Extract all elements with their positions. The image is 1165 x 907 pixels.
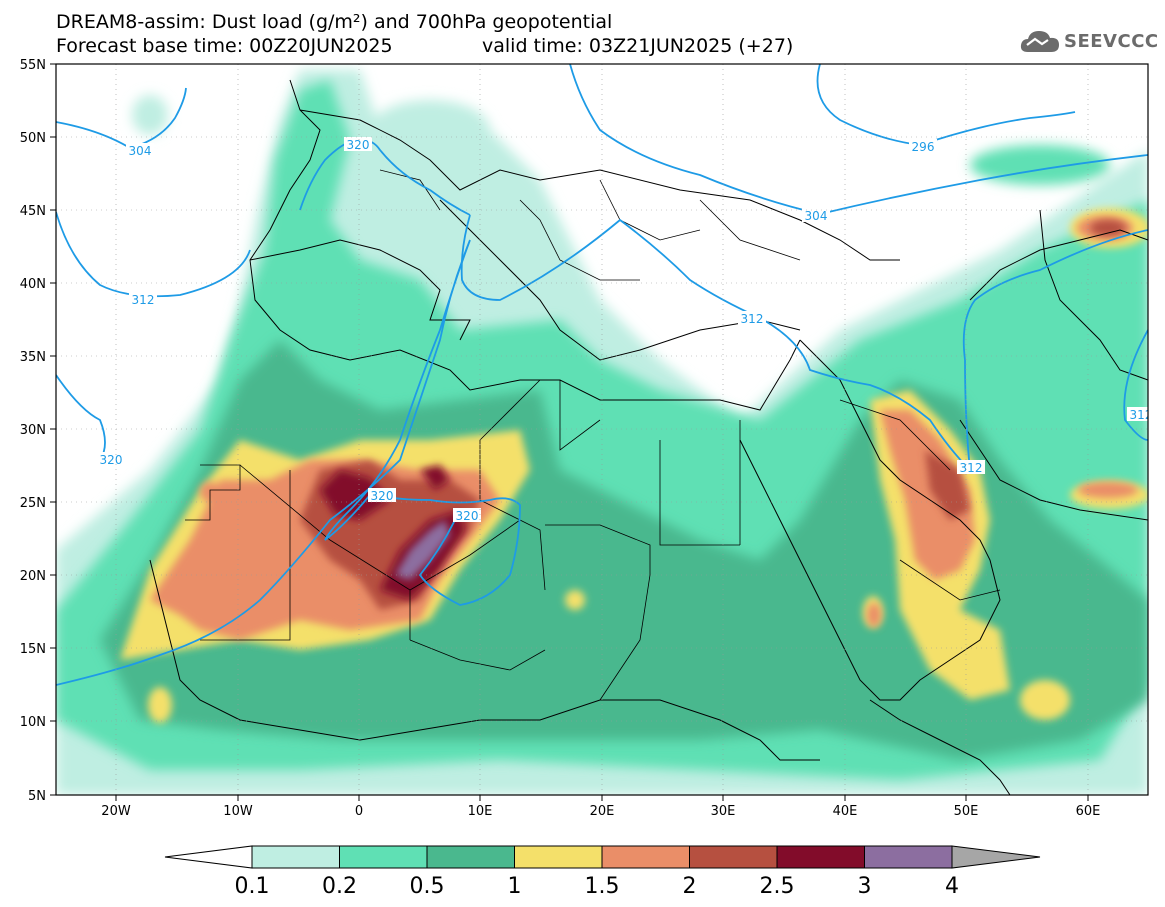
colorbar-tick: 0.2 bbox=[322, 874, 357, 899]
lat-label: 50N bbox=[20, 131, 46, 146]
svg-text:320: 320 bbox=[456, 509, 479, 523]
lon-label: 20W bbox=[101, 804, 131, 819]
svg-text:312: 312 bbox=[960, 461, 983, 475]
colorbar-tick: 1 bbox=[508, 874, 522, 899]
longitude-labels: 20W 10W 0 10E 20E 30E 40E 50E 60E bbox=[101, 804, 1100, 819]
contour-320-south bbox=[56, 239, 521, 686]
lon-label: 30E bbox=[711, 804, 736, 819]
lon-label: 10E bbox=[468, 804, 493, 819]
lat-label: 15N bbox=[20, 642, 46, 657]
lat-label: 10N bbox=[20, 715, 46, 730]
svg-text:320: 320 bbox=[371, 489, 394, 503]
svg-text:304: 304 bbox=[805, 209, 828, 223]
svg-text:312: 312 bbox=[1130, 408, 1153, 422]
lon-label: 50E bbox=[954, 804, 979, 819]
forecast-base-time: Forecast base time: 00Z20JUN2025 bbox=[56, 35, 393, 57]
lat-label: 40N bbox=[20, 277, 46, 292]
colorbar-labels: 0.1 0.2 0.5 1 1.5 2 2.5 3 4 bbox=[235, 874, 960, 899]
logo-text: SEEVCCC bbox=[1064, 30, 1159, 52]
tick-marks bbox=[50, 63, 1089, 801]
lat-label: 25N bbox=[20, 496, 46, 511]
valid-time: valid time: 03Z21JUN2025 (+27) bbox=[482, 35, 794, 57]
colorbar-swatch bbox=[689, 845, 778, 869]
contour-312-east bbox=[460, 214, 1148, 473]
svg-text:312: 312 bbox=[132, 293, 155, 307]
svg-text:312: 312 bbox=[741, 312, 764, 326]
coastlines bbox=[149, 79, 1148, 795]
colorbar-tick: 2.5 bbox=[760, 874, 795, 899]
svg-text:320: 320 bbox=[100, 453, 123, 467]
seevccc-logo: SEEVCCC bbox=[1018, 26, 1159, 56]
contour-304-east bbox=[569, 64, 1148, 215]
colorbar-over-arrow bbox=[951, 845, 1041, 869]
colorbar-swatch bbox=[864, 845, 953, 869]
contour-labels: 320 296 304 304 312 312 312 312 320 320 … bbox=[97, 137, 1153, 523]
contour-304-west bbox=[56, 87, 187, 149]
lat-label: 20N bbox=[20, 569, 46, 584]
lon-label: 0 bbox=[355, 804, 363, 819]
cloud-icon bbox=[1020, 31, 1059, 52]
lon-label: 20E bbox=[590, 804, 615, 819]
colorbar bbox=[164, 845, 1041, 869]
colorbar-tick: 2 bbox=[683, 874, 697, 899]
colorbar-swatch bbox=[339, 845, 428, 869]
colorbar-tick: 3 bbox=[858, 874, 872, 899]
latitude-labels: 55N 50N 45N 40N 35N 30N 25N 20N 15N 10N … bbox=[20, 58, 46, 804]
lat-label: 35N bbox=[20, 350, 46, 365]
svg-text:320: 320 bbox=[347, 138, 370, 152]
colorbar-swatch bbox=[514, 845, 603, 869]
country-borders bbox=[185, 169, 1001, 701]
lon-label: 60E bbox=[1076, 804, 1101, 819]
colorbar-tick: 0.1 bbox=[235, 874, 270, 899]
grid-lines bbox=[56, 64, 1148, 795]
map-title: DREAM8-assim: Dust load (g/m²) and 700hP… bbox=[56, 11, 613, 33]
lat-label: 30N bbox=[20, 423, 46, 438]
dust-field: 320 296 304 304 312 312 312 312 320 320 … bbox=[56, 64, 1153, 795]
svg-text:296: 296 bbox=[912, 140, 935, 154]
colorbar-swatch bbox=[426, 845, 515, 869]
colorbar-under-arrow bbox=[164, 845, 253, 869]
colorbar-tick: 4 bbox=[945, 874, 959, 899]
dust-band-2-5 bbox=[320, 470, 390, 520]
colorbar-tick: 1.5 bbox=[585, 874, 620, 899]
contour-312-far-east bbox=[1123, 329, 1148, 441]
lon-label: 40E bbox=[833, 804, 858, 819]
lat-label: 55N bbox=[20, 58, 46, 73]
colorbar-swatch bbox=[776, 845, 865, 869]
colorbar-swatch bbox=[601, 845, 690, 869]
lon-label: 10W bbox=[223, 804, 253, 819]
dust-band-3 bbox=[395, 520, 450, 580]
colorbar-swatch bbox=[251, 845, 340, 869]
svg-text:304: 304 bbox=[129, 144, 152, 158]
colorbar-tick: 0.5 bbox=[410, 874, 445, 899]
lat-label: 5N bbox=[28, 789, 46, 804]
contour-320-west bbox=[56, 374, 106, 461]
lat-label: 45N bbox=[20, 204, 46, 219]
